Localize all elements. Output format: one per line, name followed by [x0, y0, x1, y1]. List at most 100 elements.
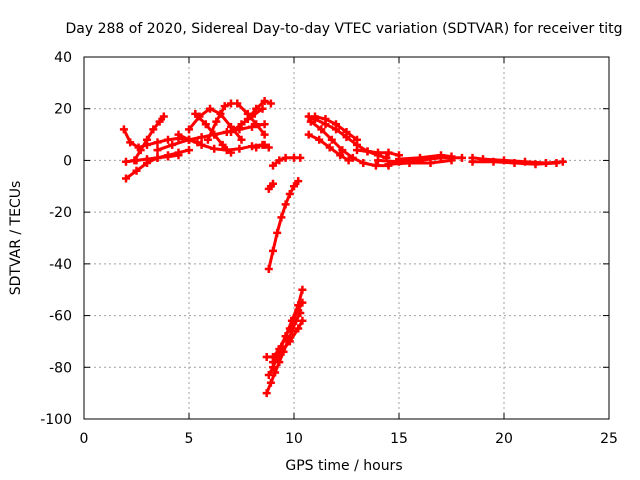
- data-point-2-5: [174, 151, 183, 160]
- series-14: [269, 153, 305, 170]
- data-point-0-5: [164, 135, 172, 144]
- y-tick-label-2: -60: [49, 309, 72, 325]
- chart-title: Day 288 of 2020, Sidereal Day-to-day VTE…: [66, 21, 623, 37]
- data-point-23-4: [353, 135, 361, 144]
- data-point-5-3: [210, 144, 219, 153]
- plot-frame: [83, 56, 610, 420]
- data-point-6-2: [206, 104, 214, 113]
- data-point-8-2: [220, 102, 229, 111]
- y-tick-label-3: -40: [49, 257, 72, 273]
- y-tick-label-6: 20: [54, 102, 72, 118]
- data-point-0-1: [126, 138, 135, 147]
- data-point-3-4: [155, 117, 164, 126]
- data-point-5-2: [197, 140, 206, 149]
- series-12: [252, 140, 273, 152]
- data-point-3-3: [149, 125, 158, 134]
- data-point-16-2: [271, 368, 280, 377]
- y-tick-label-5: 0: [63, 153, 72, 169]
- data-point-15-0: [264, 265, 273, 274]
- data-point-15-1: [269, 246, 277, 255]
- data-point-25-0: [374, 156, 382, 165]
- data-point-11-2: [260, 96, 269, 105]
- x-tick-label-1: 5: [185, 431, 194, 447]
- data-point-21-4: [348, 153, 357, 162]
- data-point-23-0: [311, 112, 319, 121]
- series-29: [468, 157, 561, 169]
- data-point-12-2: [264, 143, 273, 152]
- data-point-22-1: [315, 135, 324, 144]
- data-point-23-1: [321, 115, 330, 124]
- data-point-14-4: [296, 153, 305, 162]
- x-tick-label-4: 20: [495, 431, 513, 447]
- data-point-21-5: [359, 159, 368, 168]
- data-point-18-4: [287, 316, 296, 325]
- data-point-7-4: [227, 148, 235, 157]
- data-point-3-0: [130, 156, 139, 165]
- axis-ticks: 0 5 10 15 20 25 -100 -80 -60 -40 -20 0 20 40: [40, 50, 618, 447]
- data-point-24-2: [374, 148, 382, 157]
- data-point-11-1: [252, 104, 261, 113]
- series-27: [384, 156, 456, 169]
- series-line-26: [397, 153, 453, 161]
- data-point-18-5: [294, 301, 303, 310]
- y-tick-label-0: -100: [40, 412, 72, 428]
- data-point-3-1: [136, 146, 145, 155]
- data-point-22-2: [325, 143, 334, 152]
- x-axis-label: GPS time / hours: [285, 458, 402, 474]
- data-point-9-0: [227, 127, 235, 136]
- series-15: [264, 177, 303, 274]
- data-point-13-2: [269, 179, 277, 188]
- y-tick-label-4: -20: [49, 205, 72, 221]
- data-point-5-0: [174, 130, 183, 139]
- data-point-29-3: [531, 160, 540, 169]
- data-point-0-4: [153, 138, 162, 147]
- data-point-3-2: [143, 135, 151, 144]
- data-point-28-5: [558, 157, 567, 166]
- data-point-1-6: [185, 146, 193, 155]
- data-point-15-4: [281, 200, 290, 209]
- data-point-16-1: [266, 378, 275, 387]
- series-line-10: [235, 102, 267, 137]
- x-tick-label-0: 0: [80, 431, 89, 447]
- data-point-21-0: [306, 117, 315, 126]
- data-point-15-7: [294, 177, 303, 186]
- data-point-18-6: [298, 285, 307, 294]
- series-10: [233, 99, 269, 139]
- data-point-19-4: [298, 316, 307, 325]
- data-point-12-0: [252, 143, 261, 152]
- data-point-6-5: [237, 135, 246, 144]
- data-point-4-8: [260, 120, 269, 129]
- data-point-29-0: [468, 157, 477, 166]
- data-point-21-1: [317, 125, 326, 134]
- data-point-14-0: [269, 161, 277, 170]
- data-point-7-1: [201, 120, 210, 129]
- data-point-11-3: [266, 99, 275, 108]
- data-point-11-0: [243, 115, 252, 124]
- data-point-1-1: [132, 166, 141, 175]
- data-point-14-1: [275, 156, 284, 165]
- data-point-29-4: [552, 159, 561, 168]
- data-point-22-4: [344, 156, 353, 165]
- series-11: [243, 96, 275, 124]
- data-series: [119, 96, 567, 398]
- y-tick-label-7: 40: [54, 50, 72, 66]
- data-point-7-0: [191, 109, 200, 118]
- data-point-27-0: [384, 160, 393, 169]
- data-point-3-5: [159, 112, 168, 121]
- data-point-19-0: [269, 358, 277, 367]
- data-point-22-3: [336, 151, 345, 160]
- series-23: [311, 112, 361, 144]
- data-point-7-3: [218, 140, 227, 149]
- series-18: [262, 285, 307, 361]
- data-point-21-2: [327, 135, 336, 144]
- data-point-4-7: [248, 122, 256, 131]
- data-point-19-2: [285, 337, 294, 346]
- data-point-2-0: [122, 157, 130, 166]
- series-line-11: [246, 99, 273, 121]
- data-point-2-3: [153, 153, 162, 162]
- data-point-21-3: [338, 146, 347, 155]
- data-point-15-5: [285, 190, 294, 199]
- data-point-23-3: [342, 127, 351, 136]
- data-point-14-2: [281, 153, 290, 162]
